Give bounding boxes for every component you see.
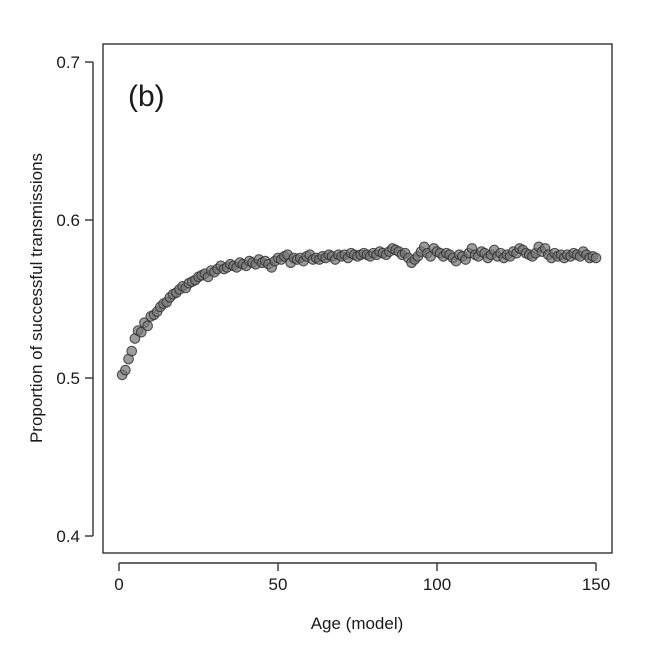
y-axis-label: Proportion of successful transmissions xyxy=(27,153,46,443)
y-axis: 0.4 0.5 0.6 0.7 xyxy=(56,53,94,546)
y-tick-label: 0.5 xyxy=(56,369,80,388)
x-tick-label: 0 xyxy=(114,575,123,594)
data-point xyxy=(120,364,131,376)
x-axis: 0 50 100 150 xyxy=(114,562,610,594)
plot-frame xyxy=(102,43,613,554)
x-tick-label: 150 xyxy=(582,575,610,594)
data-point xyxy=(126,345,138,357)
x-tick-label: 100 xyxy=(423,575,451,594)
data-point xyxy=(590,252,602,264)
panel-label: (b) xyxy=(128,80,165,113)
y-tick-label: 0.4 xyxy=(56,527,80,546)
x-tick-label: 50 xyxy=(269,575,288,594)
x-axis-label: Age (model) xyxy=(311,614,404,633)
y-tick-label: 0.6 xyxy=(56,211,80,230)
data-point xyxy=(135,326,147,338)
data-point xyxy=(142,320,153,332)
data-points xyxy=(116,241,602,381)
y-tick-label: 0.7 xyxy=(56,53,80,72)
